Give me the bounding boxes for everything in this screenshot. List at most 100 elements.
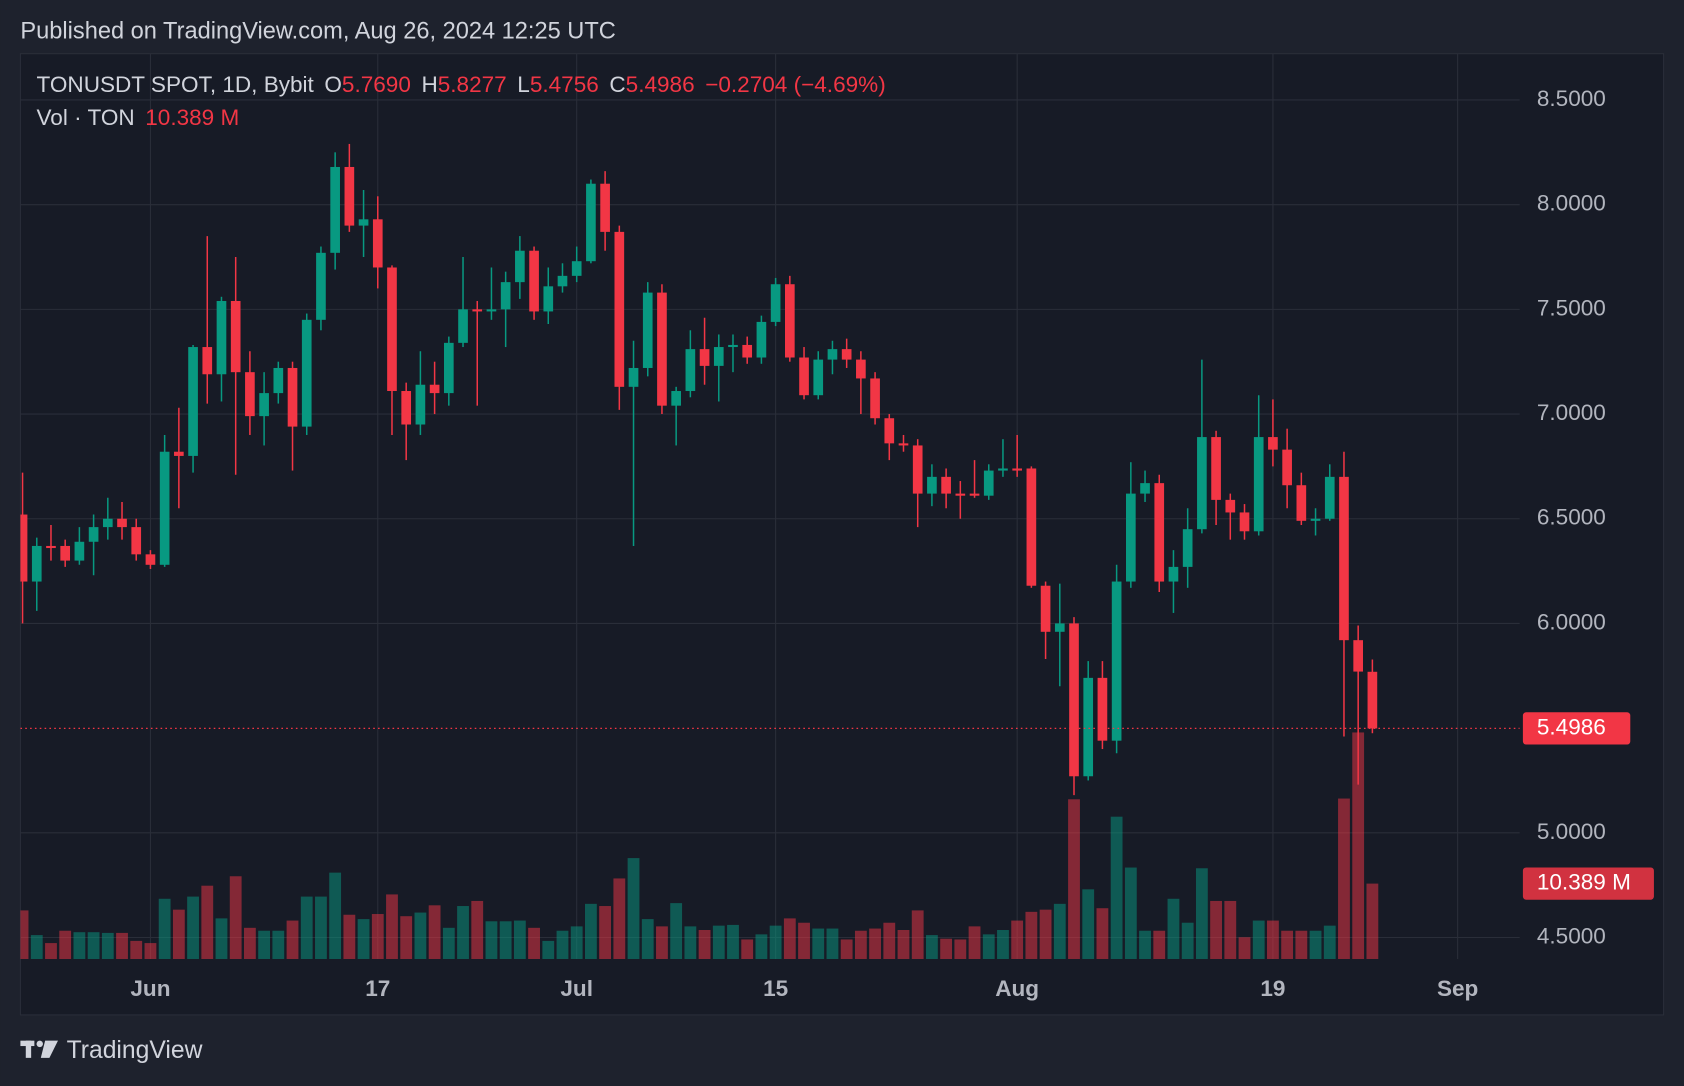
legend-key: H	[421, 72, 437, 97]
volume-bar	[343, 914, 356, 960]
volume-bar	[954, 939, 967, 960]
candle-body	[88, 527, 99, 542]
plot-area	[20, 143, 1520, 960]
volume-bar	[1195, 868, 1208, 960]
candle-body	[884, 418, 895, 444]
candle-body	[699, 349, 710, 366]
volume-bar	[272, 930, 285, 960]
volume-bar	[414, 912, 427, 960]
candle-body	[557, 275, 568, 287]
volume-bar	[357, 919, 370, 960]
volume-bar	[599, 906, 612, 960]
volume-bar	[1011, 920, 1024, 960]
ohlc-legend: TONUSDT SPOT, 1D, Bybit O5.7690 H5.8277 …	[37, 72, 886, 97]
volume-bar	[1252, 920, 1265, 960]
candle-body	[330, 166, 340, 253]
candle-body	[131, 527, 142, 555]
legend-value: 5.4756	[530, 72, 599, 97]
candle-body	[1296, 485, 1307, 521]
candle-body	[529, 250, 539, 312]
volume-bar	[1082, 889, 1095, 960]
candle-body	[841, 349, 852, 360]
candle-body	[927, 476, 937, 494]
volume-bar	[1039, 909, 1052, 960]
volume-bar	[243, 927, 256, 960]
y-tick-label: 8.5000	[1537, 86, 1606, 111]
candle-body	[756, 321, 767, 358]
volume-bar	[1181, 922, 1194, 960]
candle-body	[216, 300, 227, 375]
candle-body	[1253, 437, 1264, 532]
candle-body	[713, 347, 724, 366]
volume-bar	[869, 928, 881, 960]
y-tick-label: 6.5000	[1537, 505, 1606, 530]
volume-bar	[187, 896, 199, 960]
volume-bar	[1153, 930, 1166, 960]
legend-key: C	[609, 72, 625, 97]
candle-body	[799, 357, 809, 396]
volume-bar	[386, 894, 398, 960]
volume-bar	[1238, 937, 1251, 960]
candle-body	[1069, 623, 1079, 777]
candle-body	[20, 514, 28, 582]
volume-bar	[1124, 867, 1137, 960]
candle-body	[600, 183, 610, 232]
last-volume-label: 10.389 M	[1537, 870, 1631, 895]
candle-body	[60, 545, 71, 561]
volume-bar	[812, 928, 825, 960]
volume-bar	[556, 930, 569, 960]
last-volume-tag	[1522, 867, 1654, 900]
candle-body	[898, 443, 909, 446]
y-tick-label: 7.5000	[1537, 295, 1606, 320]
volume-bar	[1224, 900, 1237, 960]
volume-bar	[442, 927, 455, 960]
volume-bar	[286, 920, 299, 960]
legend-value: 5.7690	[342, 72, 411, 97]
candle-body	[287, 367, 298, 427]
legend-value: 5.8277	[438, 72, 507, 97]
candle-body	[472, 309, 483, 312]
candle-body	[642, 292, 653, 368]
volume-bar	[485, 921, 498, 960]
volume-bar	[457, 906, 469, 960]
candle-body	[1012, 468, 1022, 471]
volume-bar	[144, 943, 157, 960]
volume-bar	[712, 925, 725, 960]
candle-body	[784, 284, 795, 358]
candle-body	[188, 347, 198, 456]
candle-body	[1054, 623, 1065, 632]
candle-body	[1111, 581, 1122, 741]
candle-body	[230, 300, 241, 373]
x-tick-label: Sep	[1437, 976, 1478, 1001]
candle-body	[145, 554, 156, 565]
candle-body	[74, 541, 85, 561]
candle-body	[1367, 671, 1378, 729]
volume-bar	[30, 935, 43, 960]
volume-bar	[926, 935, 938, 960]
x-tick-label: 17	[365, 976, 390, 1001]
volume-bar	[840, 939, 853, 960]
volume-bar	[1210, 900, 1222, 960]
candle-body	[1040, 585, 1051, 632]
volume-bar	[59, 930, 72, 960]
volume-bar	[1096, 908, 1109, 960]
candle-body	[174, 451, 184, 456]
candle-body	[912, 445, 923, 494]
candle-body	[1083, 677, 1094, 777]
volume-bar	[1025, 911, 1038, 960]
volume-bar	[982, 934, 995, 960]
brand-name: TradingView	[67, 1037, 203, 1064]
volume-bar	[1352, 732, 1365, 960]
symbol: TONUSDT SPOT, 1D, Bybit	[37, 72, 315, 97]
volume-bar	[854, 930, 867, 960]
volume-bar	[1338, 798, 1350, 960]
volume-bar	[570, 926, 583, 960]
volume-bar	[897, 930, 910, 960]
volume-bar	[968, 926, 981, 960]
candle-body	[458, 309, 468, 343]
volume-bar	[73, 932, 86, 960]
volume-bar	[1281, 930, 1294, 960]
candle-body	[159, 451, 170, 565]
